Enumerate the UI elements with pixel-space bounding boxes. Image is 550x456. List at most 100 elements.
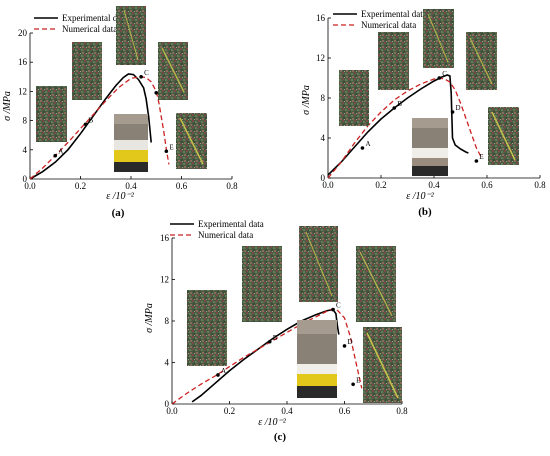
legend-label: Numerical data <box>198 230 253 240</box>
y-tick-label: 8 <box>23 116 28 126</box>
point-label-a: A <box>221 367 226 375</box>
legend-label: Experimental data <box>62 13 128 23</box>
point-marker-b <box>267 339 272 344</box>
point-marker-c <box>331 307 335 312</box>
point-label-a: A <box>58 148 63 156</box>
point-marker-d <box>154 91 159 95</box>
point-label-e: E <box>356 376 360 384</box>
series-line-experimental <box>29 73 152 180</box>
fracture-image-c3 <box>299 226 338 302</box>
series-line-experimental <box>191 308 340 403</box>
fracture-image-c1 <box>187 290 227 366</box>
chart-panel-b: 0.0 0.2 0.4 0.6 0.8 0 4 8 12 16 ε /10⁻² σ /MPa Exper… <box>301 9 546 218</box>
legend-label: Numerical data <box>62 24 117 34</box>
y-axis-label: σ /MPa <box>144 303 155 333</box>
x-tick-label: 0.6 <box>176 181 188 191</box>
point-marker-a <box>216 373 220 377</box>
point-label-b: B <box>89 116 94 124</box>
x-tick-label: 0.6 <box>339 406 351 416</box>
fracture-image-c4 <box>356 246 396 322</box>
series-line-numerical <box>29 76 170 180</box>
point-label-e: E <box>479 153 483 161</box>
y-tick-label: 0 <box>165 399 170 409</box>
fracture-image-a5 <box>176 113 207 169</box>
x-axis-label: ε /10⁻² <box>258 417 286 428</box>
point-label-c: C <box>336 302 341 310</box>
x-tick-label: 0.0 <box>24 181 36 191</box>
y-tick-label: 0 <box>23 174 28 184</box>
chart-plot-2: 0.0 0.2 0.4 0.6 0.8 0 4 8 12 16 ε /10⁻² σ /MPa Exper… <box>144 219 408 428</box>
point-label-e: E <box>169 143 173 151</box>
point-label-c: C <box>442 70 447 78</box>
y-tick-label: 4 <box>321 133 326 143</box>
y-tick-label: 0 <box>321 173 326 183</box>
x-axis-label: ε /10⁻² <box>406 191 434 202</box>
fracture-image-b1 <box>339 70 369 126</box>
x-tick-label: 0.2 <box>375 180 386 190</box>
y-tick-label: 4 <box>165 358 170 368</box>
point-marker-c <box>437 76 442 80</box>
series-line-numerical <box>171 307 363 405</box>
x-tick-label: 0.2 <box>224 406 235 416</box>
x-tick-label: 0.0 <box>322 180 334 190</box>
fracture-image-b4 <box>466 32 497 90</box>
point-label-a: A <box>365 140 370 148</box>
fracture-image-a1 <box>36 86 67 142</box>
x-tick-label: 0.4 <box>428 180 440 190</box>
y-tick-label: 8 <box>321 93 326 103</box>
point-marker-a <box>360 146 365 150</box>
x-tick-label: 0.8 <box>396 406 408 416</box>
y-tick-label: 4 <box>23 145 28 155</box>
x-tick-label: 0.8 <box>534 180 546 190</box>
point-marker-d <box>342 344 347 348</box>
y-tick-label: 20 <box>18 28 28 38</box>
point-label-d: D <box>348 338 353 346</box>
chart-plot-1: 0.0 0.2 0.4 0.6 0.8 0 4 8 12 16 ε /10⁻² σ /MPa Exper… <box>301 9 546 202</box>
legend-label: Experimental data <box>198 219 264 229</box>
x-axis-label: ε /10⁻² <box>106 191 134 202</box>
y-tick-label: 12 <box>18 86 27 96</box>
y-tick-label: 16 <box>316 13 326 23</box>
y-tick-label: 12 <box>316 53 325 63</box>
point-label-b: B <box>397 100 402 108</box>
x-tick-label: 0.4 <box>125 181 137 191</box>
x-tick-label: 0.2 <box>75 181 86 191</box>
fracture-image-c2 <box>242 246 282 322</box>
point-label-d: D <box>456 104 461 112</box>
legend-label: Numerical data <box>361 20 416 30</box>
rock-specimen-photo-c <box>297 320 337 398</box>
point-marker-e <box>164 149 169 154</box>
point-label-c: C <box>144 69 149 77</box>
point-label-b: B <box>273 334 278 342</box>
point-marker-b <box>83 122 88 127</box>
y-tick-label: 16 <box>18 57 28 67</box>
x-tick-label: 0.6 <box>481 180 493 190</box>
fracture-image-a4 <box>158 42 188 100</box>
x-tick-label: 0.8 <box>226 181 238 191</box>
fracture-image-b3 <box>423 9 454 68</box>
chart-panel-a: 0.0 0.2 0.4 0.6 0.8 0 4 8 12 16 20 ε /10⁻² σ /MPa Exp… <box>2 6 238 219</box>
fracture-image-b2 <box>378 32 409 90</box>
rock-specimen-photo-b <box>412 118 448 176</box>
point-marker-b <box>392 106 397 110</box>
y-axis-label: σ /MPa <box>2 91 13 121</box>
x-tick-label: 0.4 <box>281 406 293 416</box>
fracture-image-a2 <box>72 42 102 100</box>
point-marker-c <box>139 75 143 79</box>
rock-specimen-photo-a <box>114 114 148 172</box>
fracture-image-b5 <box>488 107 519 165</box>
y-tick-label: 8 <box>165 316 170 326</box>
point-marker-e <box>474 159 479 163</box>
point-marker-d <box>450 110 455 114</box>
legend-label: Experimental data <box>361 9 427 19</box>
panel-label: (c) <box>274 431 287 443</box>
fracture-image-a3 <box>116 6 146 65</box>
y-axis-label: σ /MPa <box>301 85 312 115</box>
chart-panel-c: 0.0 0.2 0.4 0.6 0.8 0 4 8 12 16 ε /10⁻² σ /MPa Exper… <box>144 219 408 443</box>
y-tick-label: 16 <box>160 233 170 243</box>
panel-label: (b) <box>418 206 432 218</box>
fracture-image-c5 <box>363 327 402 403</box>
chart-plot-0: 0.0 0.2 0.4 0.6 0.8 0 4 8 12 16 20 ε /10⁻² σ /MPa Exp… <box>2 13 238 202</box>
point-marker-e <box>351 382 355 387</box>
